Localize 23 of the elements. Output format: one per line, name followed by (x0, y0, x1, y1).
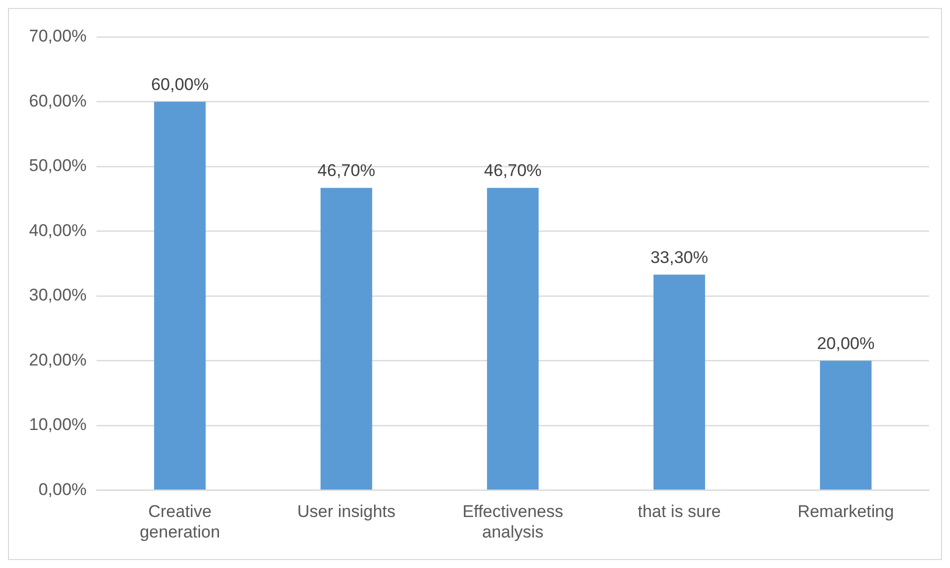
y-tick-label: 60,00% (28, 91, 87, 110)
data-label: 20,00% (816, 334, 875, 353)
y-tick-label: 70,00% (28, 26, 87, 46)
bar (320, 188, 372, 490)
x-tick-label: User insights (297, 502, 396, 522)
y-tick-label: 40,00% (28, 220, 87, 240)
data-label: 46,70% (318, 161, 376, 180)
bar (820, 360, 872, 490)
y-tick-label: 50,00% (28, 156, 87, 176)
x-tick-label: that is sure (638, 502, 721, 522)
data-label: 33,30% (650, 248, 708, 267)
bar (653, 274, 706, 490)
data-label: 46,70% (484, 161, 542, 180)
bar (487, 188, 539, 490)
x-tick-label: Effectiveness analysis (462, 502, 564, 542)
x-tick-label: Creative generation (140, 502, 220, 542)
y-tick-label: 30,00% (28, 286, 87, 305)
y-tick-label: 10,00% (28, 415, 87, 434)
data-label: 60,00% (151, 74, 209, 94)
y-tick-label: 0,00% (38, 480, 87, 499)
y-tick-label: 20,00% (28, 350, 87, 370)
bar (154, 102, 206, 490)
x-tick-label: Remarketing (798, 502, 894, 522)
